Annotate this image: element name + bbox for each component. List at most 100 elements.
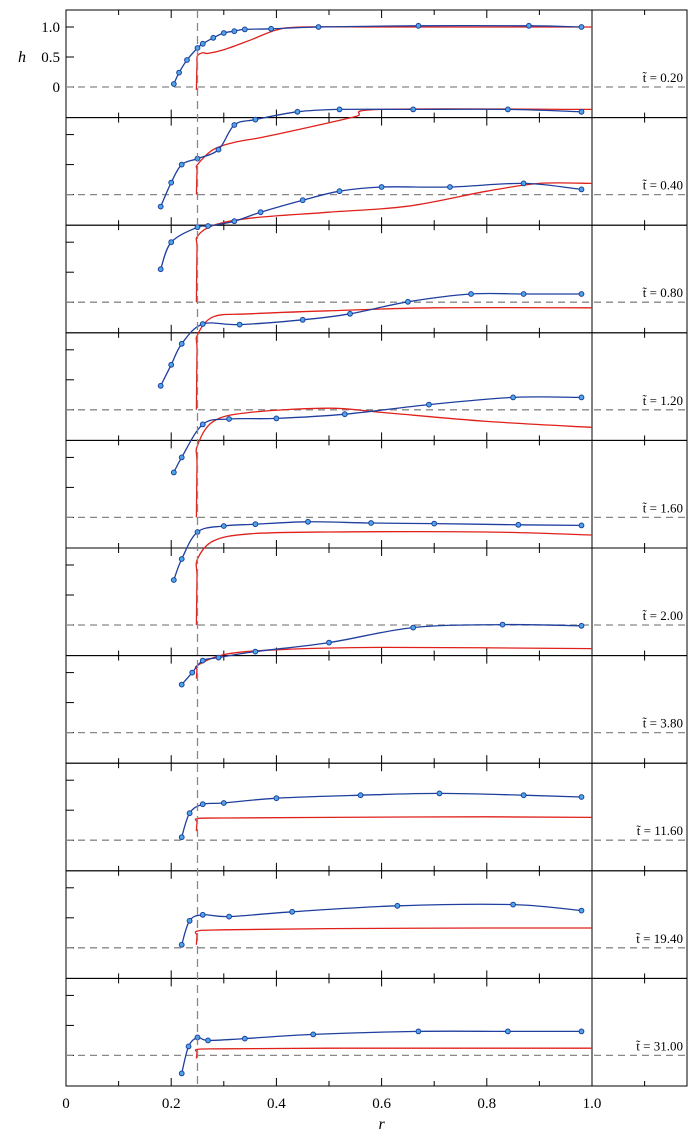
- panel-label: t̃ = 11.60: [636, 823, 683, 838]
- panel-10: t̃ = 31.00: [65, 977, 688, 1087]
- data-curve: [181, 1030, 582, 1074]
- panel-label: t̃ = 0.20: [642, 70, 683, 85]
- data-point: [205, 223, 211, 229]
- panel-5: t̃ = 1.60: [65, 394, 688, 549]
- model-curve: [194, 1047, 592, 1059]
- data-point: [215, 654, 222, 661]
- data-point: [315, 24, 322, 30]
- panel-frame: [65, 547, 688, 657]
- data-point: [186, 917, 193, 924]
- model-curve: [195, 26, 592, 91]
- data-point: [578, 907, 585, 914]
- data-curve: [173, 396, 582, 473]
- x-axis: 0 0.2 0.4 0.6 0.8 1.0 r: [62, 1096, 601, 1132]
- panel-1: t̃ = 0.20: [65, 9, 688, 119]
- data-point: [294, 108, 301, 115]
- data-point: [578, 108, 585, 115]
- x-tick-label: 0.8: [477, 1096, 496, 1112]
- model-curve: [194, 927, 593, 945]
- data-point: [415, 22, 422, 29]
- data-point: [326, 639, 332, 646]
- panel-label: t̃ = 0.40: [642, 178, 683, 193]
- data-point: [231, 28, 238, 35]
- data-point: [170, 81, 177, 87]
- data-curve: [181, 903, 582, 946]
- data-point: [184, 57, 190, 63]
- data-point: [436, 790, 443, 797]
- data-point: [415, 1028, 422, 1035]
- data-point: [273, 415, 280, 422]
- data-point: [185, 1043, 192, 1050]
- data-point: [499, 621, 506, 628]
- data-point: [220, 800, 227, 806]
- data-point: [426, 401, 432, 408]
- data-curve: [173, 25, 582, 85]
- data-point: [504, 1028, 511, 1035]
- data-point: [405, 298, 411, 305]
- model-curve: [195, 306, 593, 410]
- data-point: [199, 40, 206, 47]
- data-point: [447, 184, 453, 190]
- data-point: [252, 648, 259, 655]
- data-point: [525, 22, 532, 29]
- data-point: [510, 394, 516, 401]
- model-curve: [195, 531, 593, 626]
- y-axis: 0 0.5 1.0 h: [18, 20, 60, 96]
- x-tick-label: 0.2: [162, 1096, 181, 1112]
- data-point: [178, 681, 185, 688]
- data-point: [520, 792, 527, 799]
- data-point: [226, 913, 232, 920]
- data-point: [220, 523, 227, 529]
- data-point: [231, 122, 238, 128]
- data-point: [341, 411, 348, 418]
- data-point: [515, 521, 522, 528]
- panel-frame: [65, 977, 688, 1087]
- data-point: [410, 624, 417, 631]
- data-point: [468, 291, 474, 297]
- data-point: [268, 25, 275, 32]
- data-point: [578, 622, 585, 629]
- panel-frame: [65, 655, 688, 764]
- data-point: [578, 522, 585, 529]
- data-point: [157, 266, 164, 273]
- data-point: [205, 1037, 211, 1044]
- data-point: [168, 239, 175, 246]
- panel-8: t̃ = 11.60: [65, 762, 688, 872]
- data-point: [578, 394, 585, 401]
- x-tick-label: 0: [62, 1096, 70, 1112]
- panel-label: t̃ = 1.20: [642, 393, 683, 408]
- y-tick-label: 0: [53, 80, 61, 96]
- model-curve: [194, 816, 593, 832]
- data-point: [241, 1035, 248, 1042]
- data-point: [178, 454, 185, 461]
- x-tick-label: 0.4: [267, 1096, 286, 1112]
- data-point: [199, 321, 206, 327]
- data-point: [199, 801, 206, 808]
- data-point: [199, 657, 206, 664]
- data-point: [299, 316, 306, 323]
- data-point: [520, 291, 527, 297]
- data-point: [176, 69, 182, 76]
- panel-6: t̃ = 2.00: [65, 518, 688, 657]
- data-point: [178, 340, 185, 347]
- data-point: [520, 180, 527, 187]
- data-point: [336, 106, 343, 113]
- data-point: [410, 106, 417, 113]
- data-point: [252, 521, 259, 528]
- panel-label: t̃ = 31.00: [636, 1038, 683, 1053]
- panel-frame: [65, 870, 688, 979]
- model-curve: [194, 646, 593, 679]
- panel-3: t̃ = 0.80: [65, 180, 688, 334]
- panel-frame: [65, 224, 688, 334]
- data-point: [510, 901, 516, 908]
- data-point: [226, 416, 232, 422]
- data-point: [210, 34, 217, 41]
- data-point: [168, 361, 175, 368]
- data-point: [431, 520, 438, 527]
- data-curve: [173, 521, 582, 581]
- data-point: [220, 30, 227, 36]
- data-curve: [160, 108, 582, 207]
- panel-label: t̃ = 1.60: [642, 500, 683, 515]
- data-point: [157, 382, 164, 389]
- data-curve: [181, 623, 582, 686]
